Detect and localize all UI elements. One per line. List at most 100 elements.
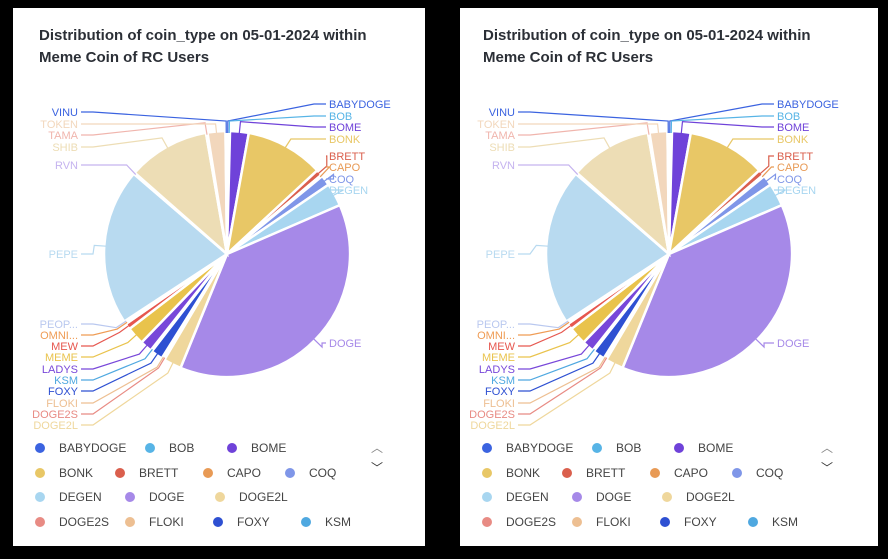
slice-label-capo: CAPO [777, 162, 809, 174]
legend-dot-icon [35, 492, 45, 502]
slice-label-coq: COQ [329, 174, 355, 186]
slice-label-bome: BOME [777, 122, 809, 134]
legend-page-down-icon[interactable]: ﹀ [820, 461, 833, 475]
leader-line-brett [317, 155, 328, 175]
legend-page-down-icon[interactable]: ﹀ [370, 461, 383, 475]
slice-label-brett: BRETT [777, 151, 813, 163]
slice-label-degen: DEGEN [329, 185, 368, 197]
legend-label: COQ [756, 465, 784, 480]
legend-dot-icon [732, 467, 742, 478]
leader-line-doge [313, 338, 326, 349]
legend-item-bob[interactable]: BOB [592, 441, 674, 455]
legend-item-capo[interactable]: CAPO [203, 466, 285, 480]
slice-label-capo: CAPO [329, 162, 361, 174]
slice-label-bome: BOME [329, 122, 361, 134]
legend-label: DEGEN [506, 490, 549, 504]
legend-item-capo[interactable]: CAPO [650, 466, 732, 480]
chart-title: Distribution of coin_type on 05-01-2024 … [483, 27, 811, 66]
legend-item-degen[interactable]: DEGEN [35, 490, 125, 504]
legend-dot-icon [748, 516, 758, 527]
legend-item-degen[interactable]: DEGEN [482, 490, 572, 504]
legend-dot-icon [285, 467, 295, 478]
legend-dot-icon [203, 467, 213, 478]
slice-label-doge2s: DOGE2S [32, 409, 78, 421]
legend-label: DOGE2L [239, 490, 288, 504]
legend-label: BONK [506, 465, 541, 480]
leader-line-peop [518, 320, 569, 329]
slice-label-pepe: PEPE [49, 249, 78, 261]
slice-label-doge: DOGE [329, 338, 361, 350]
slice-label-shib: SHIB [52, 142, 78, 154]
legend-item-bome[interactable]: BOME [227, 441, 307, 455]
legend-item-foxy[interactable]: FOXY [660, 515, 748, 529]
leader-line-omni [518, 321, 570, 336]
legend-row: DOGE2S FLOKI FOXY KSM [482, 510, 822, 534]
leader-line-meme [518, 334, 580, 358]
legend-dot-icon [301, 516, 311, 527]
legend-item-ksm[interactable]: KSM [748, 515, 818, 529]
leader-line-bome [238, 121, 326, 134]
legend-item-brett[interactable]: BRETT [562, 466, 650, 480]
slice-label-meme: MEME [482, 352, 515, 364]
legend-item-floki[interactable]: FLOKI [572, 515, 660, 529]
slice-label-foxy: FOXY [485, 386, 516, 398]
legend-row: BONK BRETT CAPO COQ [35, 461, 375, 485]
legend-label: FOXY [237, 514, 270, 529]
legend-item-doge[interactable]: DOGE [572, 490, 662, 504]
pie-slice-vinu[interactable] [224, 129, 229, 255]
slice-label-mew: MEW [51, 341, 79, 353]
slice-label-floki: FLOKI [483, 398, 515, 410]
leader-line-rvn [81, 164, 137, 175]
legend-item-doge2l[interactable]: DOGE2L [215, 490, 305, 504]
legend-label: BOB [169, 441, 195, 455]
legend-item-coq[interactable]: COQ [285, 466, 355, 480]
legend-item-babydoge[interactable]: BABYDOGE [35, 441, 145, 455]
legend-item-babydoge[interactable]: BABYDOGE [482, 441, 592, 455]
legend-item-doge2l[interactable]: DOGE2L [662, 490, 752, 504]
pie-slice-vinu[interactable] [666, 129, 671, 255]
legend-item-floki[interactable]: FLOKI [125, 515, 213, 529]
leader-line-degen [326, 189, 344, 197]
legend: BABYDOGE BOB BOME BONK BRETT CAPO COQ DEGEN DOGE… [35, 436, 375, 534]
legend-item-doge2s[interactable]: DOGE2S [35, 515, 125, 529]
legend-item-bonk[interactable]: BONK [35, 466, 115, 480]
legend-label: BOME [698, 441, 734, 455]
legend-item-foxy[interactable]: FOXY [213, 515, 301, 529]
legend-item-coq[interactable]: COQ [732, 466, 802, 480]
legend-label: DOGE [596, 490, 632, 504]
leader-line-ladys [518, 344, 590, 370]
leader-line-doge [755, 338, 774, 349]
legend-label: FLOKI [596, 514, 631, 529]
legend-label: BONK [59, 465, 94, 480]
legend-item-bome[interactable]: BOME [674, 441, 754, 455]
slice-label-brett: BRETT [329, 151, 365, 163]
legend-row: DOGE2S FLOKI FOXY KSM [35, 510, 375, 534]
legend-row: BABYDOGE BOB BOME [35, 436, 375, 460]
legend-label: KSM [772, 514, 799, 529]
slice-label-doge: DOGE [777, 338, 809, 350]
legend-item-bonk[interactable]: BONK [482, 466, 562, 480]
legend-item-bob[interactable]: BOB [145, 441, 227, 455]
leader-line-peop [81, 320, 127, 329]
legend-item-ksm[interactable]: KSM [301, 515, 371, 529]
legend-label: BOME [251, 441, 287, 455]
legend-pager: ︿ ﹀ [365, 438, 389, 478]
leader-line-babydoge [227, 103, 326, 134]
leader-line-floki [81, 356, 164, 404]
slice-label-ksm: KSM [491, 375, 515, 387]
slice-label-floki: FLOKI [46, 398, 78, 410]
leader-line-capo [319, 166, 331, 178]
slice-label-degen: DEGEN [777, 185, 816, 197]
legend-label: BABYDOGE [59, 441, 127, 455]
leader-line-bob [670, 115, 774, 134]
legend-page-up-icon[interactable]: ︿ [370, 441, 383, 455]
legend-dot-icon [482, 467, 492, 478]
leader-line-foxy [81, 352, 159, 392]
legend-item-brett[interactable]: BRETT [115, 466, 203, 480]
legend-page-up-icon[interactable]: ︿ [820, 441, 833, 455]
legend-item-doge[interactable]: DOGE [125, 490, 215, 504]
legend-item-doge2s[interactable]: DOGE2S [482, 515, 572, 529]
leader-line-ksm [518, 348, 595, 381]
